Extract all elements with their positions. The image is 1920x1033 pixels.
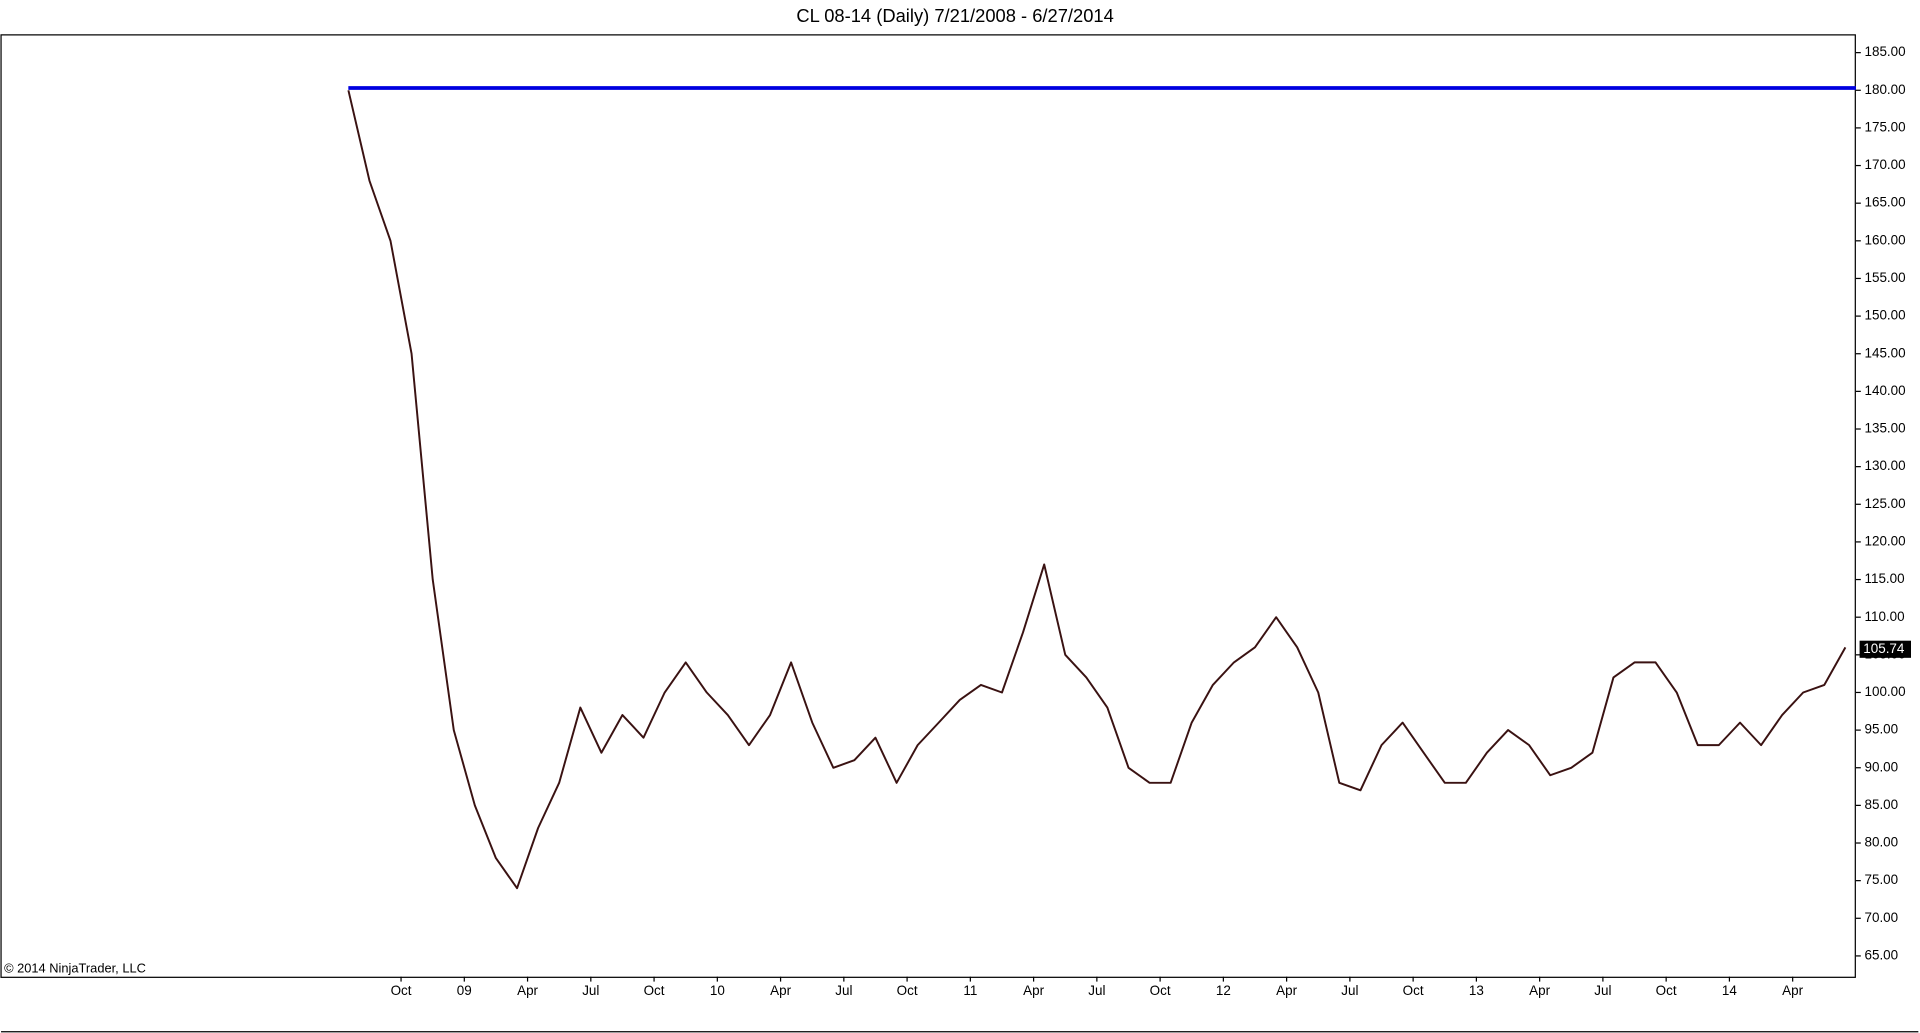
- y-tick-label: 75.00: [1864, 872, 1898, 887]
- y-tick-label: 175.00: [1864, 119, 1905, 134]
- chart-title: CL 08-14 (Daily) 7/21/2008 - 6/27/2014: [796, 5, 1113, 26]
- x-tick-label: Oct: [1150, 983, 1171, 998]
- x-tick-label: Jul: [1594, 983, 1611, 998]
- x-tick-label: Apr: [770, 983, 791, 998]
- y-tick-label: 100.00: [1864, 684, 1905, 699]
- y-tick-label: 95.00: [1864, 722, 1898, 737]
- y-tick-label: 80.00: [1864, 835, 1898, 850]
- copyright: © 2014 NinjaTrader, LLC: [4, 961, 146, 976]
- y-tick-label: 65.00: [1864, 947, 1898, 962]
- y-tick-label: 170.00: [1864, 157, 1905, 172]
- x-tick-label: Jul: [582, 983, 599, 998]
- x-tick-label: Apr: [1529, 983, 1550, 998]
- y-tick-label: 145.00: [1864, 345, 1905, 360]
- x-tick-label: Jul: [835, 983, 852, 998]
- y-tick-label: 70.00: [1864, 910, 1898, 925]
- y-tick-label: 185.00: [1864, 44, 1905, 59]
- last-price-label: 105.74: [1863, 641, 1905, 656]
- y-tick-label: 120.00: [1864, 533, 1905, 548]
- x-tick-label: Apr: [517, 983, 538, 998]
- x-tick-label: 09: [457, 983, 472, 998]
- x-tick-label: Oct: [1656, 983, 1677, 998]
- x-tick-label: Jul: [1088, 983, 1105, 998]
- y-tick-label: 130.00: [1864, 458, 1905, 473]
- y-tick-label: 165.00: [1864, 195, 1905, 210]
- x-tick-label: Apr: [1782, 983, 1803, 998]
- x-tick-label: 13: [1469, 983, 1484, 998]
- y-tick-label: 125.00: [1864, 496, 1905, 511]
- x-tick-label: Oct: [644, 983, 665, 998]
- y-tick-label: 150.00: [1864, 308, 1905, 323]
- x-tick-label: 10: [710, 983, 725, 998]
- x-tick-label: Apr: [1276, 983, 1297, 998]
- y-tick-label: 160.00: [1864, 232, 1905, 247]
- y-tick-label: 140.00: [1864, 383, 1905, 398]
- x-tick-label: Oct: [391, 983, 412, 998]
- x-tick-label: Oct: [897, 983, 918, 998]
- y-tick-label: 115.00: [1864, 571, 1904, 586]
- plot-frame: [0, 34, 1856, 978]
- x-tick-label: Jul: [1341, 983, 1358, 998]
- y-tick-label: 85.00: [1864, 797, 1898, 812]
- price-line: [347, 90, 1847, 890]
- x-tick-label: Apr: [1023, 983, 1044, 998]
- y-tick-label: 155.00: [1864, 270, 1905, 285]
- y-tick-label: 180.00: [1864, 82, 1905, 97]
- x-tick-label: Oct: [1403, 983, 1424, 998]
- y-tick-label: 90.00: [1864, 759, 1898, 774]
- x-tick-label: 12: [1216, 983, 1231, 998]
- y-tick-label: 110.00: [1864, 609, 1904, 624]
- x-tick-label: 14: [1722, 983, 1737, 998]
- x-tick-label: 11: [963, 983, 977, 998]
- y-tick-label: 135.00: [1864, 421, 1905, 436]
- last-price-box: [1859, 640, 1911, 658]
